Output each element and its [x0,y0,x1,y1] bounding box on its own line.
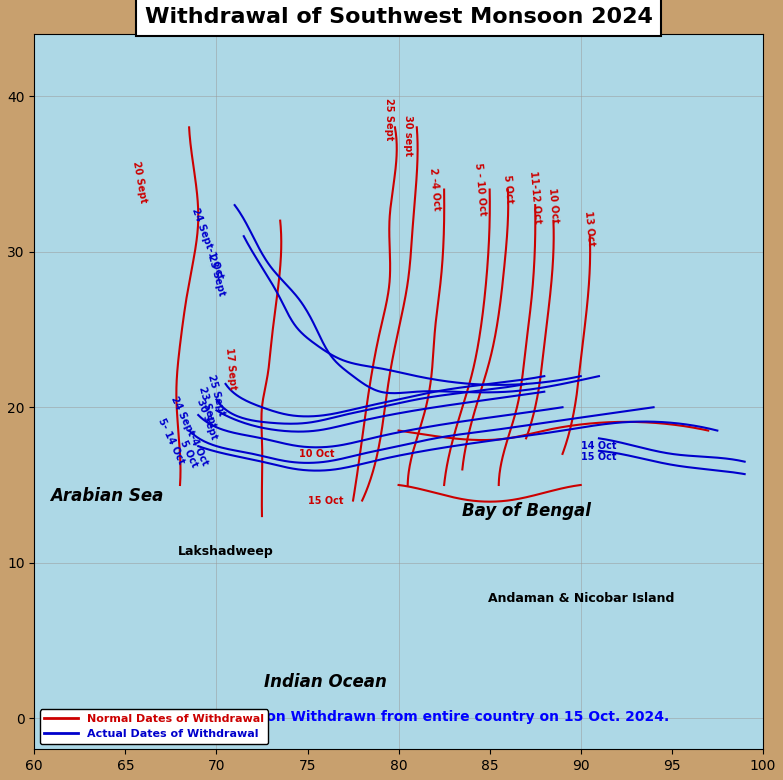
Text: 25 Sept: 25 Sept [384,98,395,140]
Text: 20 Sept: 20 Sept [132,160,149,204]
Text: 30 Sept: 30 Sept [196,398,219,441]
Text: 5 - 10 Oct: 5 - 10 Oct [473,163,488,216]
Text: 23 Sept: 23 Sept [197,385,218,429]
Text: 11-12 Oct: 11-12 Oct [528,171,543,224]
Text: Andaman & Nicobar Island: Andaman & Nicobar Island [488,591,674,604]
Text: 30 sept: 30 sept [402,115,413,156]
Text: 13 Oct: 13 Oct [583,211,597,246]
Text: 15 Oct: 15 Oct [308,495,344,505]
Text: 24 Sept-4 Oct: 24 Sept-4 Oct [168,395,210,466]
Text: 10 Oct: 10 Oct [299,449,334,459]
Text: Bay of Bengal: Bay of Bengal [462,502,590,520]
Text: Southwest Monsoon Withdrawn from entire country on 15 Oct. 2024.: Southwest Monsoon Withdrawn from entire … [128,711,669,725]
Text: 5 Oct: 5 Oct [502,175,514,204]
Text: 2 -4 Oct: 2 -4 Oct [428,168,442,211]
Text: 14 Oct: 14 Oct [581,441,617,451]
Text: 15 Oct: 15 Oct [581,452,617,462]
Text: 17 Sept: 17 Sept [224,347,238,390]
Text: Indian Ocean: Indian Ocean [265,673,387,691]
Title: Withdrawal of Southwest Monsoon 2024: Withdrawal of Southwest Monsoon 2024 [145,7,652,27]
Text: 5- 14 Oct: 5- 14 Oct [156,417,186,466]
Text: 5 Oct: 5 Oct [179,439,200,469]
Text: 23 Sept: 23 Sept [206,254,227,297]
Text: 25 Sept: 25 Sept [206,373,227,417]
Text: Arabian Sea: Arabian Sea [50,487,164,505]
Text: 24 Sept-1 Oct: 24 Sept-1 Oct [189,207,225,281]
Text: Lakshadweep: Lakshadweep [178,545,273,558]
Legend: Normal Dates of Withdrawal, Actual Dates of Withdrawal: Normal Dates of Withdrawal, Actual Dates… [40,709,268,744]
Text: 10 Oct: 10 Oct [547,187,560,223]
